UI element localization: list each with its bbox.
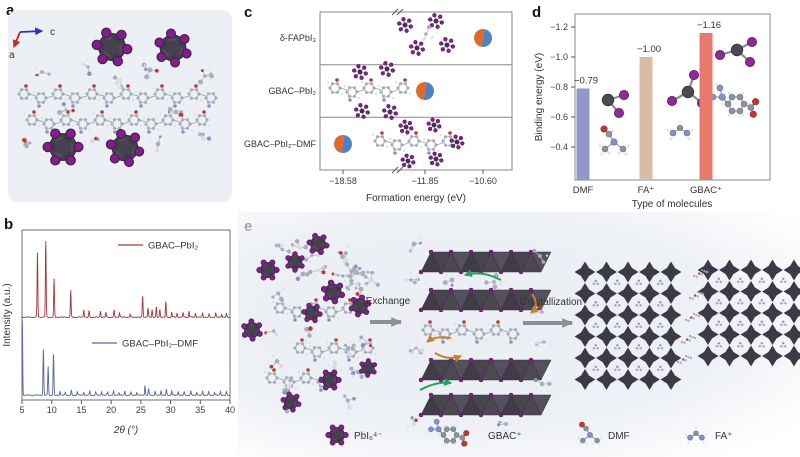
c-xtick-label: −11.85 xyxy=(411,176,438,186)
bar-2 xyxy=(699,33,713,180)
d-y-axis-title: Binding energy (eV) xyxy=(534,53,545,141)
panel-d-binding-energy: −1.2 −1.0 −0.8 −0.6 −0.4 −0.79 DMF −1.00 FA⁺ −1.… xyxy=(534,13,771,210)
perovskite-crystal xyxy=(574,261,682,390)
d-category-label: GBAC⁺ xyxy=(690,185,722,196)
c-molecule-illustrations xyxy=(326,13,465,169)
crystallization-label: Crystallization xyxy=(520,297,582,308)
d-molecule-illustrations xyxy=(598,37,760,156)
gbac-molecule-icon xyxy=(425,417,470,447)
panel-c-formation-energy: δ-FAPbI₃ GBAC–PbI₂ GBAC–PbI₂–DMF −18.58 −11… xyxy=(244,8,513,204)
c-x-axis-ticks: −18.58 −11.85 −10.60 xyxy=(329,170,497,186)
crystallization-step: Crystallization xyxy=(520,297,582,328)
c-rows: δ-FAPbI₃ GBAC–PbI₂ GBAC–PbI₂–DMF xyxy=(244,29,492,153)
bar-value-label: −0.79 xyxy=(574,76,598,87)
axis-c-label: c xyxy=(50,27,55,38)
legend-label-pbi6-octahedron-icon: PbI₆⁴⁻ xyxy=(354,431,383,442)
b-y-axis-title: Intensity (a.u.) xyxy=(2,283,13,346)
c-row-label: GBAC–PbI₂ xyxy=(268,86,316,96)
b-xtick-label: 25 xyxy=(136,405,146,415)
panel-d-label: d xyxy=(532,4,542,21)
exchange-step: Exchange xyxy=(366,296,411,327)
exchange-label: Exchange xyxy=(366,296,411,307)
panel-c-label: c xyxy=(244,4,253,21)
pbi2-slab xyxy=(418,357,552,383)
b-xtick-label: 35 xyxy=(195,405,205,415)
legend-entry-gbac-pbi2-dmf: GBAC–PbI₂–DMF xyxy=(122,339,198,350)
c-row-label: GBAC–PbI₂–DMF xyxy=(244,139,317,149)
bar-value-label: −1.16 xyxy=(697,20,721,31)
xrd-trace-gbac-pbi2 xyxy=(21,241,231,319)
d-ytick-label: −0.6 xyxy=(550,112,568,122)
b-xtick-label: 40 xyxy=(225,405,235,415)
c-x-axis-title: Formation energy (eV) xyxy=(366,193,466,204)
d-category-label: DMF xyxy=(573,185,594,196)
exchange-motion-arrows xyxy=(419,269,539,391)
crystal-structure-drawing xyxy=(15,24,220,170)
d-category-label: FA⁺ xyxy=(638,185,655,196)
d-ytick-label: −0.4 xyxy=(550,142,568,152)
orange-arrow-icon xyxy=(530,293,539,314)
panel-e-mechanism: Exchange Crystallization PbI₆⁴⁻ GBAC⁺ DMF F… xyxy=(237,231,800,447)
panel-a-label: a xyxy=(6,2,15,19)
formation-energy-marker xyxy=(416,82,434,100)
bar-0 xyxy=(576,88,590,180)
axis-break-marks xyxy=(391,8,404,174)
legend-label-dmf-molecule-icon: DMF xyxy=(608,431,630,442)
e-schematic-drawing xyxy=(237,231,800,432)
bar-1 xyxy=(639,57,653,180)
green-arrow-icon xyxy=(419,378,453,391)
d-x-axis-title: Type of molecules xyxy=(632,199,713,210)
a-axis-arrow-icon xyxy=(12,31,21,49)
panel-a-crystal-structure: c a xyxy=(8,10,232,202)
b-xtick-label: 10 xyxy=(47,405,57,415)
orange-arrow-icon xyxy=(426,334,452,343)
b-xtick-label: 20 xyxy=(106,405,116,415)
b-legend: GBAC–PbI₂ GBAC–PbI₂–DMF xyxy=(92,241,198,350)
legend-entry-gbac-pbi2: GBAC–PbI₂ xyxy=(148,241,198,252)
d-ytick-label: −1.0 xyxy=(550,52,568,62)
d-bars: −0.79 DMF −1.00 FA⁺ −1.16 GBAC⁺ xyxy=(573,20,722,196)
b-xtick-label: 15 xyxy=(76,405,86,415)
c-row-label: δ-FAPbI₃ xyxy=(280,33,317,43)
b-xtick-label: 30 xyxy=(166,405,176,415)
d-y-axis-ticks: −1.2 −1.0 −0.8 −0.6 −0.4 xyxy=(550,22,575,152)
pbi2-slab xyxy=(418,392,552,418)
d-ytick-label: −1.2 xyxy=(550,22,568,32)
d-ytick-label: −0.8 xyxy=(550,82,568,92)
b-xtick-label: 5 xyxy=(19,405,24,415)
pbi2-slab xyxy=(418,287,552,313)
c-xtick-label: −18.58 xyxy=(329,176,357,186)
formation-energy-marker xyxy=(474,29,492,47)
pbi2-slab xyxy=(418,249,552,275)
dmf-molecule-icon xyxy=(577,421,603,446)
green-arrow-icon xyxy=(463,269,502,281)
c-xtick-label: −10.60 xyxy=(469,176,497,186)
legend-label-gbac-molecule-icon: GBAC⁺ xyxy=(488,431,522,442)
perovskite-crystal xyxy=(697,259,800,367)
panel-b-xrd-chart: 5 10 15 20 25 30 35 40 GBAC–PbI₂ GBAC–PbI₂–DMF … xyxy=(2,229,235,436)
crystal-axes-arrows: c a xyxy=(9,27,55,61)
axis-a-label: a xyxy=(9,50,15,61)
orange-arrow-icon xyxy=(434,352,463,363)
fa-molecule-icon xyxy=(684,426,708,444)
formation-energy-marker xyxy=(334,135,352,153)
bar-value-label: −1.00 xyxy=(637,44,661,55)
panel-b-label: b xyxy=(4,216,14,233)
legend-label-fa-molecule-icon: FA⁺ xyxy=(715,431,733,442)
xrd-trace-gbac-pbi2-dmf xyxy=(21,319,231,397)
e-legend-labels: PbI₆⁴⁻ GBAC⁺ DMF FA⁺ xyxy=(354,431,733,442)
b-x-axis-ticks: 5 10 15 20 25 30 35 40 xyxy=(19,400,235,415)
pbi6-octahedron-icon xyxy=(325,424,349,446)
c-axis-arrow-icon xyxy=(19,27,44,36)
b-x-axis-title: 2θ (°) xyxy=(113,425,138,436)
e-legend-icons xyxy=(325,417,708,447)
